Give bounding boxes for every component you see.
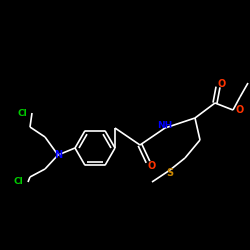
Text: Cl: Cl	[13, 178, 23, 186]
Text: N: N	[54, 150, 62, 160]
Text: O: O	[148, 161, 156, 171]
Text: NH: NH	[158, 120, 172, 130]
Text: O: O	[236, 105, 244, 115]
Text: Cl: Cl	[17, 108, 27, 118]
Text: S: S	[166, 168, 173, 178]
Text: O: O	[218, 79, 226, 89]
